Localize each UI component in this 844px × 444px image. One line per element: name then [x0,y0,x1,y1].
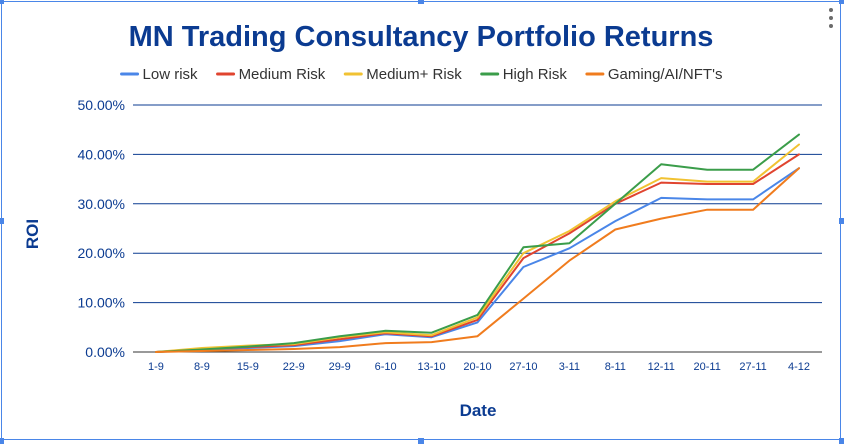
x-tick-label: 6-10 [375,361,397,373]
resize-handle-right[interactable] [839,218,844,224]
legend: Low risk Medium Risk Medium+ Risk High Risk… [120,66,723,83]
x-tick-label: 4-12 [788,361,810,373]
resize-handle-bottom[interactable] [418,438,424,444]
series-line-0 [155,167,800,353]
legend-label-3: High Risk [503,66,568,83]
legend-label-2: Medium+ Risk [366,66,462,83]
y-axis-label: ROI [23,219,42,249]
chart-title: MN Trading Consultancy Portfolio Returns [129,21,714,53]
x-tick-label: 20-10 [463,361,491,373]
legend-label-0: Low risk [143,66,199,83]
y-axis-ticks: 0.00% 10.00% 20.00% 30.00% 40.00% 50.00% [78,97,125,360]
legend-label-4: Gaming/AI/NFT's [608,66,723,83]
series-lines [155,133,800,353]
x-axis-ticks: 1-9 8-9 15-9 22-9 29-9 6-10 13-10 20-10 27-10 3-1… [148,361,810,373]
x-tick-label: 27-10 [509,361,537,373]
x-tick-label: 8-11 [605,361,626,373]
x-tick-label: 20-11 [694,361,721,373]
y-tick-label: 20.00% [78,245,125,261]
resize-handle-top[interactable] [418,0,424,4]
x-tick-label: 22-9 [283,361,305,373]
resize-handle-bottom-left[interactable] [0,438,4,444]
legend-label-1: Medium Risk [239,66,326,83]
resize-handle-bottom-right[interactable] [839,438,844,444]
x-tick-label: 15-9 [237,361,259,373]
x-tick-label: 3-11 [559,361,580,373]
x-tick-label: 29-9 [329,361,351,373]
y-tick-label: 40.00% [78,146,125,162]
x-tick-label: 12-11 [648,361,675,373]
resize-handle-top-left[interactable] [0,0,4,4]
resize-handle-top-right[interactable] [839,0,844,4]
resize-handle-left[interactable] [0,218,4,224]
x-tick-label: 1-9 [148,361,164,373]
x-tick-label: 13-10 [417,361,445,373]
x-tick-label: 27-11 [739,361,766,373]
y-tick-label: 10.00% [78,295,125,311]
y-tick-label: 30.00% [78,196,125,212]
chart-menu-icon[interactable] [828,8,834,28]
x-axis-label: Date [460,401,497,420]
x-tick-label: 8-9 [194,361,210,373]
gridlines [133,104,822,353]
series-line-4 [155,167,800,353]
y-tick-label: 50.00% [78,97,125,113]
y-tick-label: 0.00% [85,344,125,360]
series-line-3 [155,133,800,353]
